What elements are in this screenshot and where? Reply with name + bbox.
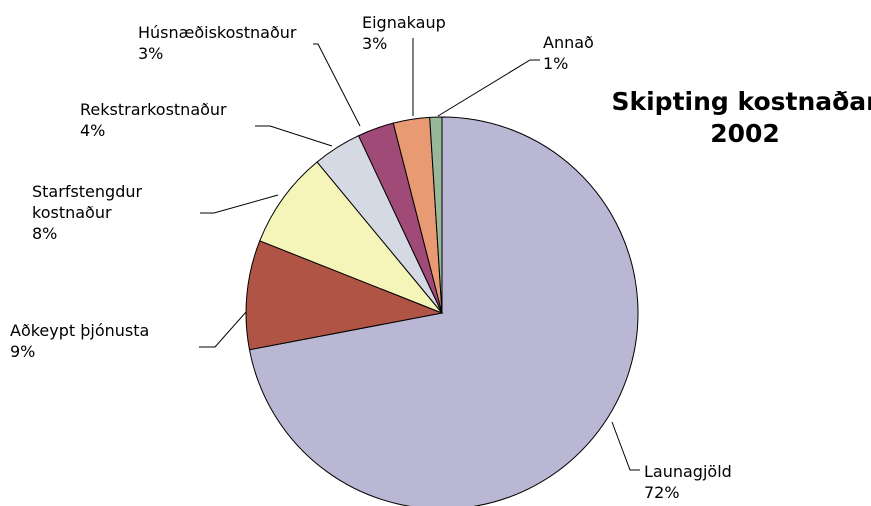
value-label: 3%	[138, 44, 164, 63]
value-label: 3%	[362, 34, 388, 53]
category-label: Starfstengdur kostnaður	[32, 182, 143, 222]
pie-slice	[259, 161, 443, 314]
value-label: 4%	[80, 121, 106, 140]
pie-slice	[429, 116, 443, 314]
category-label: Húsnæðiskostnaður	[138, 23, 297, 42]
pie-slice	[248, 116, 639, 506]
value-label: 1%	[543, 54, 569, 73]
leader-line	[313, 43, 361, 127]
leader-line	[611, 421, 640, 471]
category-label: Launagjöld	[644, 462, 732, 481]
value-label: 72%	[644, 483, 680, 502]
category-label: Aðkeypt þjónusta	[10, 321, 150, 340]
category-label: Eignakaup	[362, 13, 446, 32]
leader-line	[255, 125, 333, 147]
leader-line	[200, 194, 279, 214]
pie-slice	[245, 240, 444, 351]
category-label: Rekstrarkostnaður	[80, 100, 227, 119]
leader-lines	[199, 38, 640, 471]
leader-line	[437, 59, 540, 117]
category-label: Annað	[543, 33, 594, 52]
chart-title: Skipting kostnaðar 2002	[611, 87, 871, 148]
value-label: 9%	[10, 342, 36, 361]
value-label: 8%	[32, 224, 58, 243]
